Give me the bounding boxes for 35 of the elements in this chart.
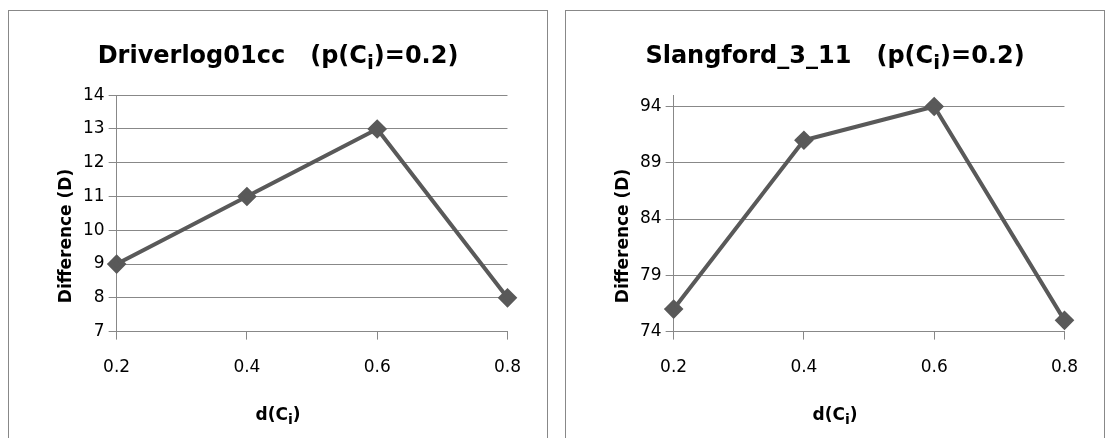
y-tick-label: 74 bbox=[639, 320, 662, 341]
chart-title: Slangford_3_11 (p(C$_{i}$)=0.2) bbox=[644, 41, 1026, 74]
y-tick-label: 12 bbox=[82, 151, 105, 172]
point bbox=[237, 187, 256, 206]
y-axis-title: Difference (D) bbox=[612, 168, 632, 304]
y-tick-label: 89 bbox=[639, 151, 662, 172]
x-tick-label: 0.8 bbox=[1050, 356, 1079, 377]
x-tick-label: 0.4 bbox=[790, 356, 818, 377]
y-tick-label: 13 bbox=[82, 117, 105, 138]
y-tick-label: 14 bbox=[82, 83, 105, 104]
chart-title: Driverlog01cc (p(C$_{i}$)=0.2) bbox=[96, 41, 460, 74]
x-tick-label: 0.6 bbox=[920, 356, 948, 377]
y-tick-label: 11 bbox=[82, 184, 105, 205]
x-axis-title: d(C$_{i}$) bbox=[254, 404, 302, 428]
y-tick-label: 84 bbox=[639, 207, 662, 228]
point bbox=[664, 300, 683, 319]
point bbox=[1055, 311, 1074, 330]
point bbox=[107, 255, 126, 274]
point bbox=[794, 131, 813, 150]
x-tick-label: 0.4 bbox=[233, 356, 261, 377]
x-axis-title: d(C$_{i}$) bbox=[811, 404, 859, 428]
x-tick-label: 0.2 bbox=[660, 356, 688, 377]
y-axis-title: Difference (D) bbox=[55, 168, 75, 304]
y-tick-label: 8 bbox=[93, 286, 105, 307]
y-tick-label: 10 bbox=[82, 218, 105, 239]
x-tick-label: 0.8 bbox=[493, 356, 522, 377]
point bbox=[925, 97, 944, 116]
y-tick-label: 9 bbox=[93, 252, 105, 273]
y-tick-label: 7 bbox=[93, 320, 105, 341]
x-tick-label: 0.6 bbox=[363, 356, 391, 377]
y-tick-label: 94 bbox=[639, 94, 662, 115]
x-tick-label: 0.2 bbox=[103, 356, 131, 377]
point bbox=[368, 119, 387, 138]
y-tick-label: 79 bbox=[639, 263, 662, 284]
point bbox=[498, 288, 517, 307]
